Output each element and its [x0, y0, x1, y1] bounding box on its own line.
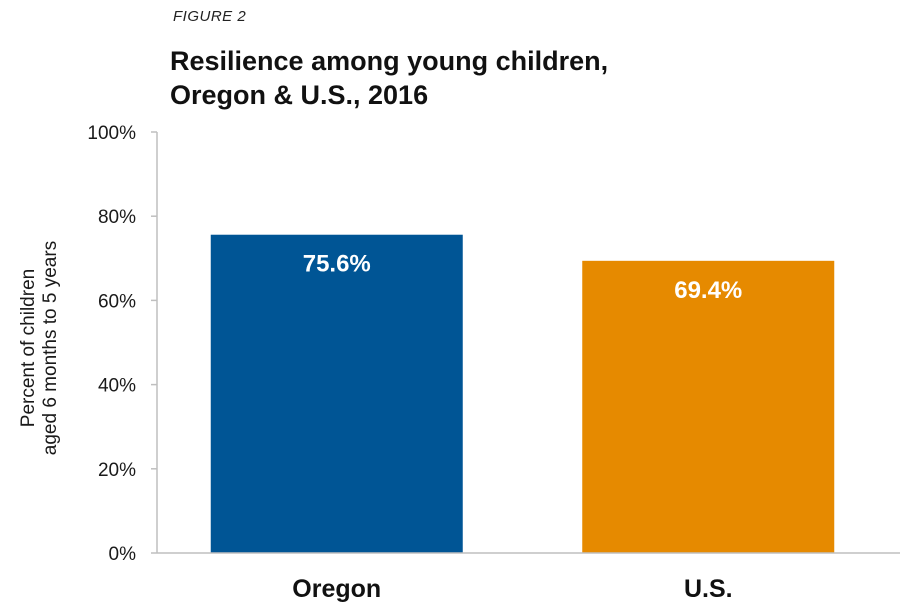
y-tick-label: 20% [98, 460, 136, 481]
bar-oregon [210, 234, 463, 553]
axes-group: 0% 20% 40% 60% 80% 100% [87, 123, 900, 565]
x-category-label: U.S. [684, 575, 733, 603]
bar-data-label: 75.6% [303, 251, 371, 278]
y-tick-label: 80% [98, 207, 136, 228]
chart-title-line-2: Oregon & U.S., 2016 [170, 80, 429, 110]
y-tick-label: 100% [87, 123, 136, 144]
x-category-label: Oregon [292, 575, 381, 603]
figure-label: FIGURE 2 [173, 8, 247, 25]
y-tick-label: 60% [98, 291, 136, 312]
chart-title: Resilience among young children, Oregon … [170, 44, 870, 112]
bar-u-s [582, 260, 835, 553]
labels-group: 75.6% Oregon 69.4% U.S. [292, 251, 742, 603]
bar-data-label: 69.4% [674, 277, 742, 304]
chart-title-line-1: Resilience among young children, [170, 46, 609, 76]
y-tick-label: 40% [98, 376, 136, 397]
bars-group [210, 234, 835, 553]
y-tick-label: 0% [109, 544, 137, 565]
